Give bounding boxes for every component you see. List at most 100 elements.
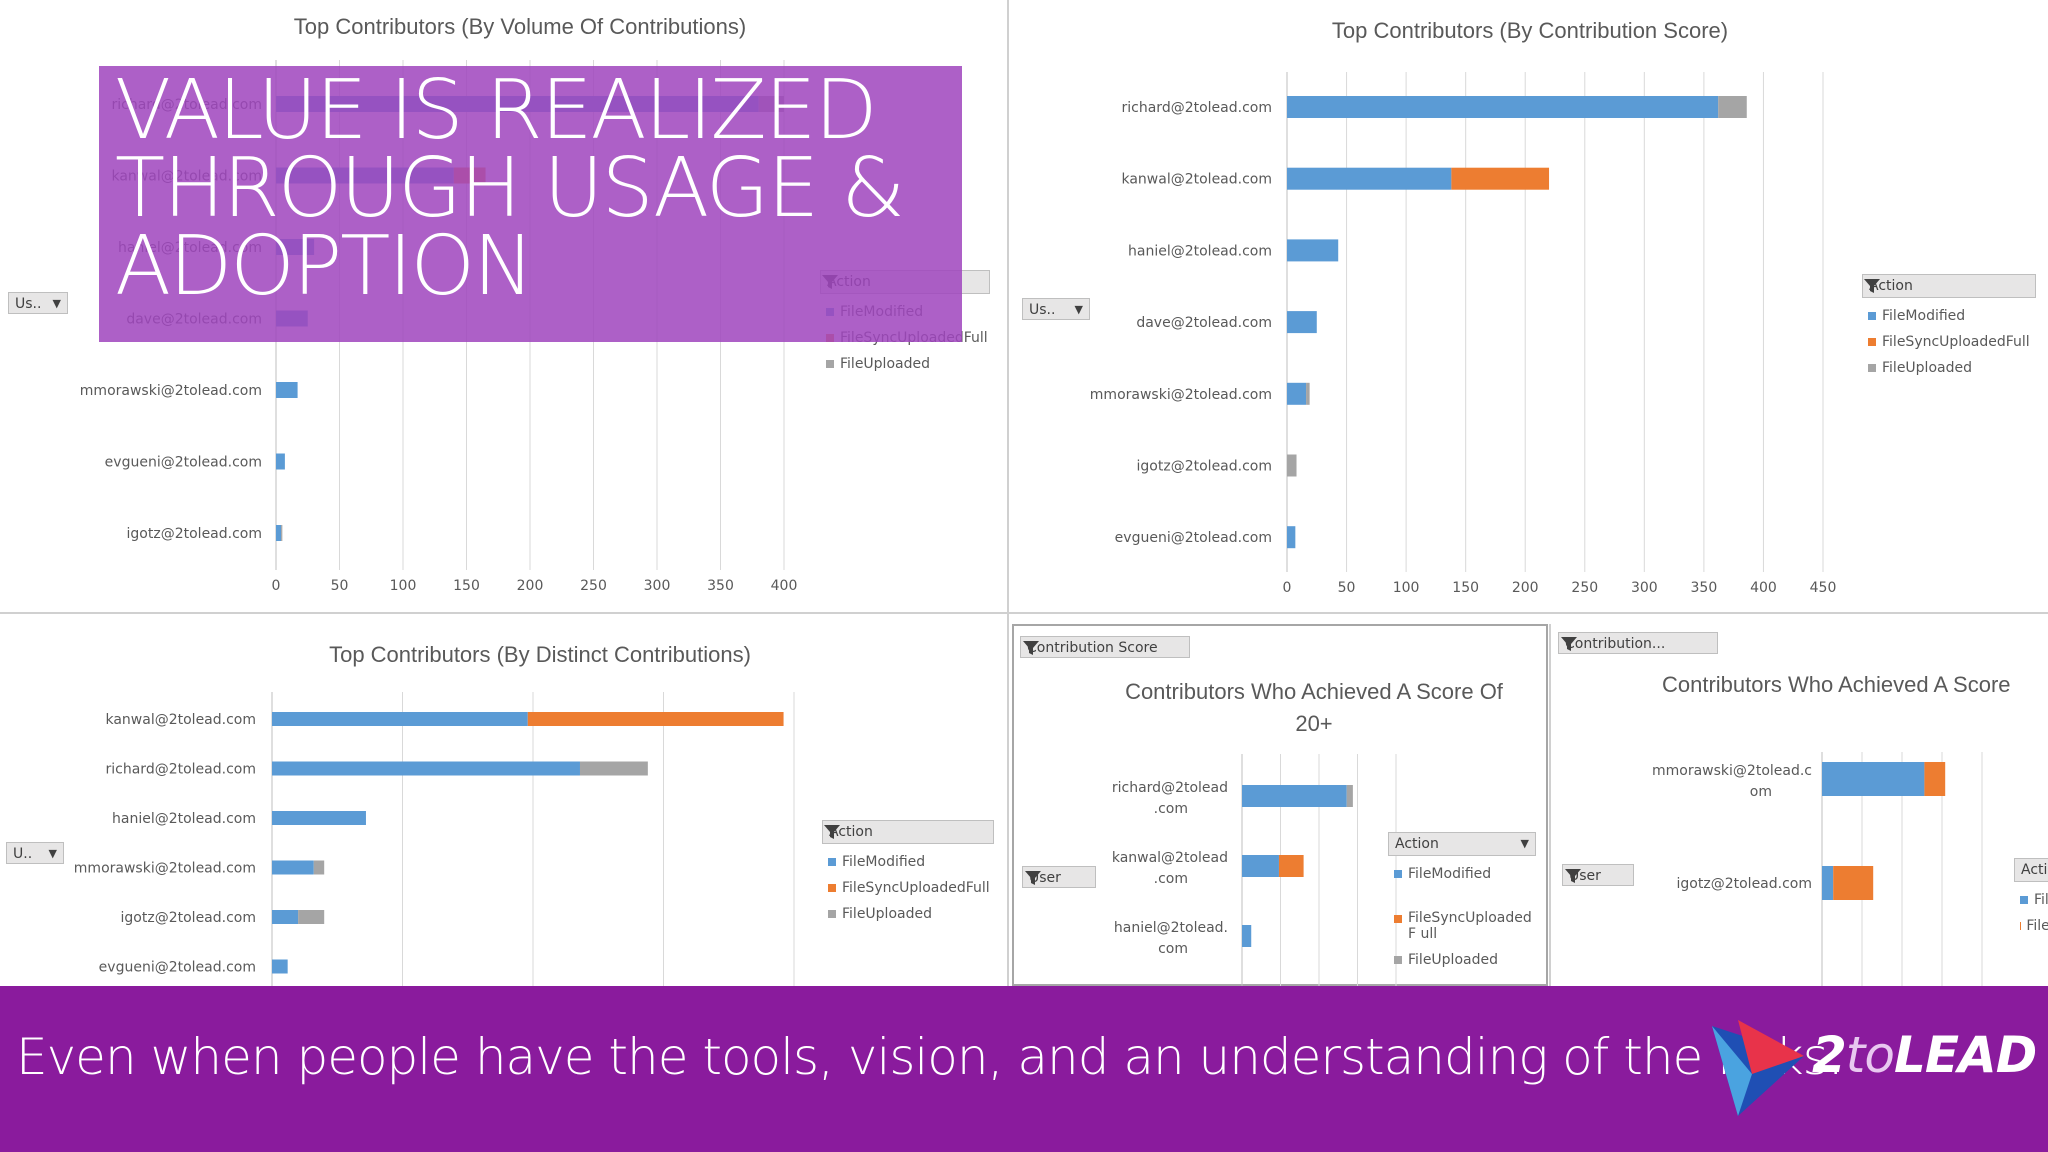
category-label: richard@2tolead.com — [106, 762, 256, 778]
legend-action-filter[interactable]: Action ▼ — [1388, 832, 1536, 856]
legend-swatch — [1394, 915, 1402, 923]
bar-segment[interactable] — [1287, 167, 1452, 190]
footer-caption: Even when people have the tools, vision,… — [16, 1028, 1844, 1086]
contribution-filter-label: Contribution... — [1565, 636, 1666, 652]
legend-label: FileSyncUploadedFull — [2026, 918, 2048, 934]
bar-segment[interactable] — [527, 712, 784, 726]
bar-segment[interactable] — [1287, 96, 1719, 118]
headline-line: ADOPTION — [115, 219, 534, 314]
bar-segment[interactable] — [1346, 785, 1353, 807]
headline-line: VALUE IS REALIZED — [115, 63, 878, 158]
bar-segment[interactable] — [1287, 311, 1317, 334]
category-label: kanwal@2tolead.com — [1112, 850, 1228, 887]
bar-segment[interactable] — [272, 811, 366, 825]
legend-label: FileModified — [1408, 866, 1492, 882]
bar-segment[interactable] — [272, 860, 314, 875]
user-filter-button[interactable]: Us.. ▼ — [1022, 298, 1090, 320]
panel-divider — [1549, 624, 1551, 986]
bar-segment[interactable] — [313, 860, 325, 875]
chart-legend: Action FileModified FileSyncUploadedFull… — [1862, 274, 2036, 376]
filter-icon — [1864, 279, 1880, 293]
logo-to: to — [1845, 1026, 1895, 1084]
chart-title: Top Contributors (By Volume Of Contribut… — [293, 14, 747, 39]
legend-item: FileUploaded — [1862, 360, 2036, 376]
bar-segment[interactable] — [1822, 866, 1834, 900]
bar-segment[interactable] — [1287, 454, 1297, 477]
bar-segment[interactable] — [1822, 762, 1925, 796]
bar-segment[interactable] — [298, 910, 325, 924]
legend-title: Action — [1395, 836, 1439, 852]
bar-segment[interactable] — [272, 910, 299, 924]
legend-action-filter[interactable]: Action — [2014, 858, 2048, 882]
bar-segment[interactable] — [272, 761, 580, 776]
logo-play-icon — [1712, 1020, 1804, 1116]
category-label: haniel@2tolead.com — [1128, 243, 1272, 259]
chart-panel-score-alt: Contribution... Contributors Who Achieve… — [1552, 624, 2048, 986]
headline-line: THROUGH USAGE & — [115, 141, 905, 236]
category-label: richard@2tolead.com — [1122, 100, 1272, 116]
legend-label: FileModified — [842, 854, 926, 870]
chart-legend: Action ▼ FileModified FileSyncUploadedF … — [1388, 832, 1536, 968]
bar-segment[interactable] — [272, 712, 528, 726]
bar-segment[interactable] — [276, 525, 282, 541]
bar-segment[interactable] — [579, 761, 648, 776]
bar-segment[interactable] — [276, 453, 285, 470]
legend-title: Action — [2021, 862, 2048, 878]
headline-title: VALUE IS REALIZED THROUGH USAGE & ADOPTI… — [115, 63, 955, 314]
legend-swatch — [828, 910, 836, 918]
legend-swatch — [1394, 870, 1402, 878]
x-tick-label: 50 — [1338, 580, 1356, 596]
chart-title: Contributors Who Achieved A Score — [1662, 672, 2011, 697]
user-filter-button[interactable]: U.. ▼ — [6, 842, 64, 864]
chevron-down-icon: ▼ — [1520, 837, 1529, 850]
chart-panel-score-20: Contribution Score Contributors Who Achi… — [1012, 624, 1548, 988]
user-filter-button[interactable]: User — [1562, 864, 1634, 886]
user-filter-button[interactable]: Us.. ▼ — [8, 292, 68, 314]
contribution-filter-button[interactable]: Contribution... — [1558, 632, 1718, 654]
legend-label: FileUploaded — [842, 906, 932, 922]
category-label: igotz@2tolead.com — [1677, 876, 1812, 892]
category-label: evgueni@2tolead.com — [99, 960, 256, 976]
category-label: igotz@2tolead.com — [127, 526, 262, 542]
legend-item: FileModified — [2014, 892, 2048, 908]
bar-segment[interactable] — [1242, 785, 1347, 807]
bar-segment[interactable] — [1287, 382, 1307, 405]
bar-segment[interactable] — [1287, 239, 1339, 262]
legend-title: Action — [829, 824, 873, 840]
x-tick-label: 0 — [1283, 580, 1292, 596]
bar-segment[interactable] — [1287, 526, 1296, 549]
filter-icon — [1561, 637, 1577, 651]
bar-segment[interactable] — [1924, 762, 1946, 796]
category-label: evgueni@2tolead.com — [105, 455, 262, 471]
chart-panel-distinct: Top Contributors (By Distinct Contributi… — [0, 626, 1005, 986]
user-filter-label: Us.. — [1029, 302, 1056, 318]
chart-title: Top Contributors (By Distinct Contributi… — [329, 642, 751, 667]
legend-label: FileUploaded — [1882, 360, 1972, 376]
chart-title: Contributors Who Achieved A Score Of 20+ — [1125, 679, 1503, 736]
legend-action-filter[interactable]: Action — [822, 820, 994, 844]
legend-item: FileSyncUploadedF ull — [1388, 910, 1536, 942]
category-label: mmorawski@2tolead.com — [80, 383, 262, 399]
bar-segment[interactable] — [1306, 382, 1310, 405]
user-filter-button[interactable]: User — [1022, 866, 1096, 888]
bar-segment[interactable] — [276, 382, 298, 398]
x-tick-label: 400 — [771, 578, 798, 594]
x-tick-label: 100 — [390, 578, 417, 594]
bar-segment[interactable] — [1718, 96, 1747, 118]
contribution-score-filter-button[interactable]: Contribution Score — [1020, 636, 1190, 658]
chart-plot: kanwal@2tolead.com richard@2tolead.com han… — [74, 692, 795, 986]
legend-label: FileUploaded — [840, 356, 930, 372]
bar-segment[interactable] — [1833, 866, 1874, 900]
legend-action-filter[interactable]: Action — [1862, 274, 2036, 298]
chart-title: Top Contributors (By Contribution Score) — [1331, 18, 1729, 43]
bar-segment[interactable] — [1278, 855, 1304, 877]
bar-segment[interactable] — [1242, 855, 1279, 877]
headline-banner: VALUE IS REALIZED THROUGH USAGE & ADOPTI… — [99, 66, 962, 342]
bar-segment[interactable] — [272, 959, 288, 974]
legend-item: FileModified — [822, 854, 994, 870]
legend-swatch — [2020, 896, 2028, 904]
bar-segment[interactable] — [1242, 925, 1252, 947]
bar-segment[interactable] — [1451, 167, 1550, 190]
legend-item: FileUploaded — [820, 356, 990, 372]
bar-segment[interactable] — [281, 525, 283, 541]
